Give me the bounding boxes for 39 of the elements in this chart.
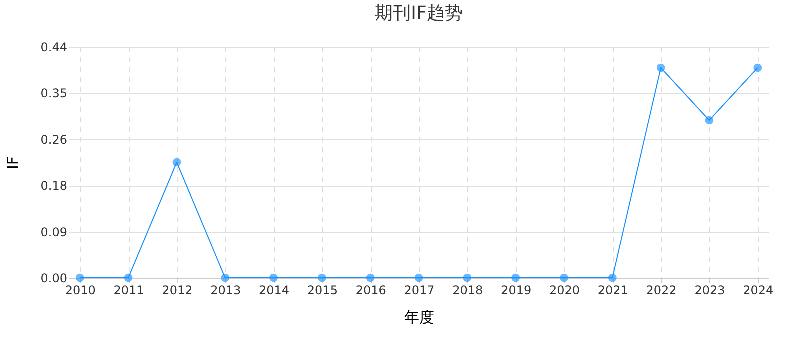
x-tick-label: 2021 — [598, 284, 628, 298]
x-tick-label: 2010 — [65, 284, 96, 298]
x-tick-label: 2017 — [404, 284, 435, 298]
point — [656, 64, 666, 72]
point — [705, 116, 714, 125]
x-tick-label: 2014 — [259, 284, 290, 298]
point — [221, 274, 230, 282]
x-tick-label: 2012 — [162, 284, 193, 298]
y-tick-label: 0.26 — [40, 132, 68, 147]
y-tick-label: 0.00 — [40, 272, 68, 286]
y-tick-label: 0.35 — [40, 86, 68, 101]
point — [172, 158, 182, 167]
point — [76, 274, 84, 282]
y-axis-title: IF — [4, 156, 22, 170]
chart-title: 期刊IF趋势 — [375, 3, 463, 24]
point — [270, 274, 278, 282]
point — [463, 274, 472, 282]
y-tick-label: 0.18 — [40, 179, 68, 194]
x-tick-label: 2023 — [694, 284, 726, 298]
x-tick-label: 2024 — [743, 284, 774, 298]
point — [512, 274, 520, 282]
x-axis-title: 年度 — [404, 308, 434, 326]
x-tick-label: 2020 — [549, 284, 580, 298]
y-tick-label: 0.44 — [40, 40, 68, 54]
x-tick-label: 2015 — [307, 284, 338, 298]
point — [318, 274, 326, 282]
point — [124, 274, 133, 282]
point — [608, 274, 617, 282]
x-tick-label: 2022 — [646, 284, 677, 298]
point — [560, 274, 568, 282]
point — [414, 274, 424, 282]
point — [754, 64, 762, 72]
x-tick-label: 2011 — [114, 284, 144, 298]
point — [366, 274, 375, 282]
y-tick-label: 0.09 — [40, 225, 68, 240]
x-tick-label: 2013 — [210, 284, 242, 298]
x-tick-label: 2018 — [452, 284, 484, 298]
x-tick-label: 2019 — [501, 284, 532, 298]
x-tick-label: 2016 — [356, 284, 386, 298]
